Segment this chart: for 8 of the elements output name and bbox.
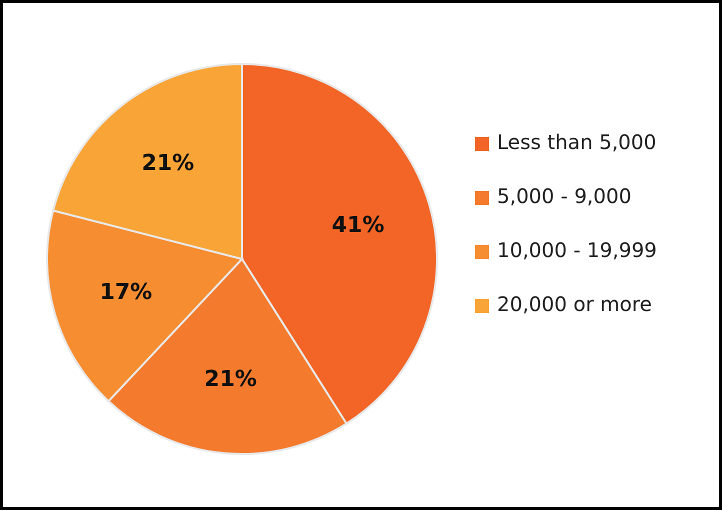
legend-label: 10,000 - 19,999 bbox=[497, 238, 657, 262]
data-label: 21% bbox=[204, 366, 257, 392]
data-label: 17% bbox=[100, 280, 152, 306]
legend-label: 20,000 or more bbox=[497, 292, 652, 316]
legend-label: Less than 5,000 bbox=[497, 130, 656, 154]
data-label: 21% bbox=[142, 150, 194, 176]
data-label: 41% bbox=[332, 212, 384, 238]
legend-label: 5,000 - 9,000 bbox=[497, 184, 632, 208]
